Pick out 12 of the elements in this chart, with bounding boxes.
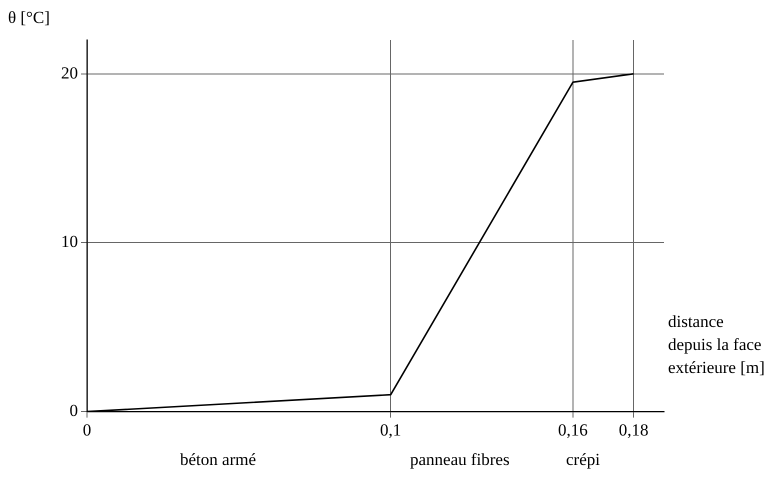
- x-tick-label: 0: [82, 420, 92, 440]
- x-tick-label: 0,18: [618, 420, 649, 440]
- text: crépi: [566, 450, 600, 470]
- y-axis-title: θ [°C]: [8, 8, 50, 28]
- x-tick-label: 0,1: [380, 420, 402, 440]
- x-tick-label: 0,16: [558, 420, 588, 440]
- text: panneau fibres: [410, 450, 510, 470]
- y-tick-label: 20: [61, 63, 78, 82]
- text: béton armé: [180, 450, 256, 470]
- y-tick-label: 0: [70, 401, 78, 420]
- x-axis-title: distance depuis la face extérieure [m]: [668, 311, 766, 379]
- y-tick-label: 10: [61, 232, 78, 252]
